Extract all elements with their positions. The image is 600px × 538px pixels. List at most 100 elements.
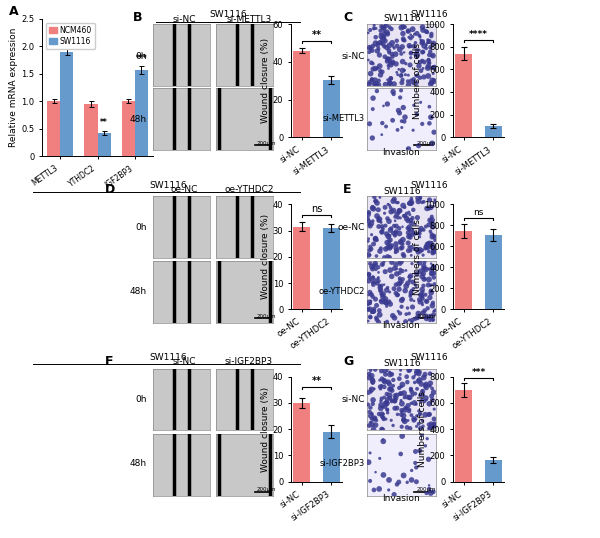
Text: G: G — [343, 355, 353, 368]
Text: oe-YTHDC2: oe-YTHDC2 — [224, 185, 274, 194]
Point — [552, 215, 562, 223]
Text: 200μm: 200μm — [417, 141, 436, 146]
Point — [406, 124, 415, 133]
Point — [454, 388, 464, 397]
Point — [410, 46, 419, 55]
Point — [523, 164, 533, 173]
Point — [419, 228, 429, 237]
Point — [437, 23, 447, 31]
Text: 48h: 48h — [130, 116, 147, 124]
Point — [442, 344, 452, 352]
Point — [460, 183, 469, 192]
Point — [460, 17, 470, 26]
Point — [544, 269, 554, 278]
Text: ns: ns — [311, 204, 322, 214]
Point — [578, 81, 587, 89]
Point — [473, 41, 482, 49]
Text: si-NC: si-NC — [172, 15, 196, 24]
Point — [444, 9, 454, 18]
Point — [422, 196, 432, 204]
Text: 48h: 48h — [130, 287, 147, 296]
Point — [574, 2, 583, 10]
Text: ns: ns — [473, 208, 484, 217]
Bar — [485, 460, 502, 482]
Title: SW1116: SW1116 — [383, 359, 421, 368]
Legend: NCM460, SW1116: NCM460, SW1116 — [46, 23, 95, 49]
Point — [482, 305, 492, 313]
Point — [407, 271, 416, 280]
Text: si-METTL3: si-METTL3 — [323, 114, 365, 123]
Text: 0h: 0h — [136, 223, 147, 231]
Point — [439, 287, 448, 296]
Point — [570, 114, 580, 123]
Point — [469, 0, 479, 7]
Text: 200μm: 200μm — [257, 487, 277, 492]
Point — [423, 164, 433, 172]
Point — [581, 127, 591, 136]
Point — [580, 166, 589, 175]
Point — [518, 89, 528, 97]
Point — [582, 211, 592, 220]
Point — [510, 214, 520, 223]
Point — [479, 242, 489, 251]
Point — [455, 93, 465, 102]
Point — [473, 346, 482, 355]
Y-axis label: Numbers of cells: Numbers of cells — [413, 43, 422, 119]
Point — [434, 22, 443, 30]
Point — [409, 51, 418, 59]
Point — [578, 205, 587, 214]
Text: si-IGF2BP3: si-IGF2BP3 — [225, 357, 273, 366]
Point — [574, 137, 583, 146]
Point — [572, 143, 581, 152]
Text: F: F — [104, 355, 113, 368]
Point — [518, 17, 528, 25]
Point — [482, 130, 492, 138]
Text: oe-NC: oe-NC — [170, 185, 198, 194]
Point — [437, 194, 446, 202]
Y-axis label: Numbers of cells: Numbers of cells — [413, 219, 422, 295]
Point — [515, 0, 525, 7]
Bar — [323, 431, 340, 482]
Point — [501, 282, 511, 291]
Text: 200μm: 200μm — [257, 314, 277, 319]
Point — [414, 102, 424, 111]
Point — [405, 166, 415, 174]
Text: si-NC: si-NC — [341, 395, 365, 404]
Y-axis label: Wound closure (%): Wound closure (%) — [261, 386, 270, 472]
Title: SW1116: SW1116 — [383, 187, 421, 196]
Point — [423, 323, 433, 332]
Text: A: A — [9, 5, 19, 18]
Text: 0h: 0h — [136, 52, 147, 61]
Point — [413, 35, 423, 44]
Y-axis label: Numbers of cells: Numbers of cells — [418, 391, 427, 467]
Point — [502, 2, 512, 11]
Point — [422, 323, 431, 331]
Point — [583, 0, 592, 2]
Point — [526, 26, 536, 34]
Point — [408, 193, 418, 201]
Text: 200μm: 200μm — [257, 141, 277, 146]
Text: 48h: 48h — [130, 459, 147, 468]
Bar — [293, 226, 310, 309]
Point — [473, 244, 482, 252]
Text: SW1116: SW1116 — [410, 10, 448, 19]
Point — [405, 160, 415, 168]
Text: Invasion: Invasion — [382, 148, 419, 157]
Point — [428, 24, 437, 32]
Point — [559, 181, 569, 190]
Point — [579, 114, 589, 123]
Point — [459, 162, 469, 171]
Text: C: C — [343, 11, 352, 24]
Bar — [47, 101, 60, 156]
Point — [477, 37, 487, 46]
Bar — [98, 133, 110, 156]
Point — [531, 246, 541, 255]
Point — [547, 292, 557, 301]
Point — [465, 284, 475, 293]
Text: SW1116: SW1116 — [149, 181, 187, 190]
Point — [540, 181, 550, 190]
Text: si-METTL3: si-METTL3 — [226, 15, 272, 24]
Point — [542, 279, 551, 287]
Point — [458, 406, 468, 414]
Point — [552, 0, 562, 9]
